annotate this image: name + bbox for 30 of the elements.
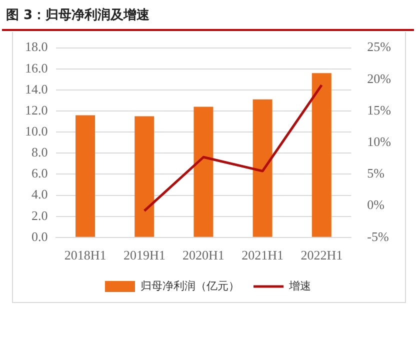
y-tick-label: 16.0 [25, 60, 48, 76]
x-tick-label: 2019H1 [123, 248, 166, 263]
y2-tick-label: 20% [367, 70, 392, 86]
bar [134, 116, 154, 237]
x-tick-label: 2021H1 [242, 248, 284, 263]
y2-tick-label: 10% [367, 134, 392, 150]
y2-tick-label: 5% [367, 166, 385, 181]
y2-tick-label: -5% [367, 228, 389, 244]
y2-tick-label: 15% [367, 102, 392, 118]
x-tick-label: 2018H1 [64, 248, 106, 263]
bar [76, 115, 96, 237]
y-tick-label: 10.0 [25, 123, 48, 138]
y-tick-label: 0.0 [32, 228, 48, 244]
y2-tick-label: 25% [367, 39, 392, 54]
y2-tick-label: 0% [367, 197, 385, 212]
y-tick-label: 4.0 [32, 186, 48, 202]
y-tick-label: 12.0 [25, 102, 48, 118]
chart-title: 图 3：归母净利润及增速 [6, 6, 150, 24]
x-tick-label: 2022H1 [300, 248, 343, 263]
legend-label: 增速 [288, 279, 311, 292]
bar [312, 73, 332, 237]
bar [194, 106, 214, 237]
y-tick-label: 2.0 [32, 208, 48, 223]
y-tick-label: 18.0 [25, 39, 48, 54]
legend-label: 归母净利润（亿元） [140, 279, 240, 292]
bar [252, 99, 272, 237]
y-tick-label: 6.0 [32, 166, 48, 181]
x-tick-label: 2020H1 [182, 248, 224, 263]
y-tick-label: 14.0 [25, 81, 48, 96]
y-tick-label: 8.0 [32, 144, 48, 160]
